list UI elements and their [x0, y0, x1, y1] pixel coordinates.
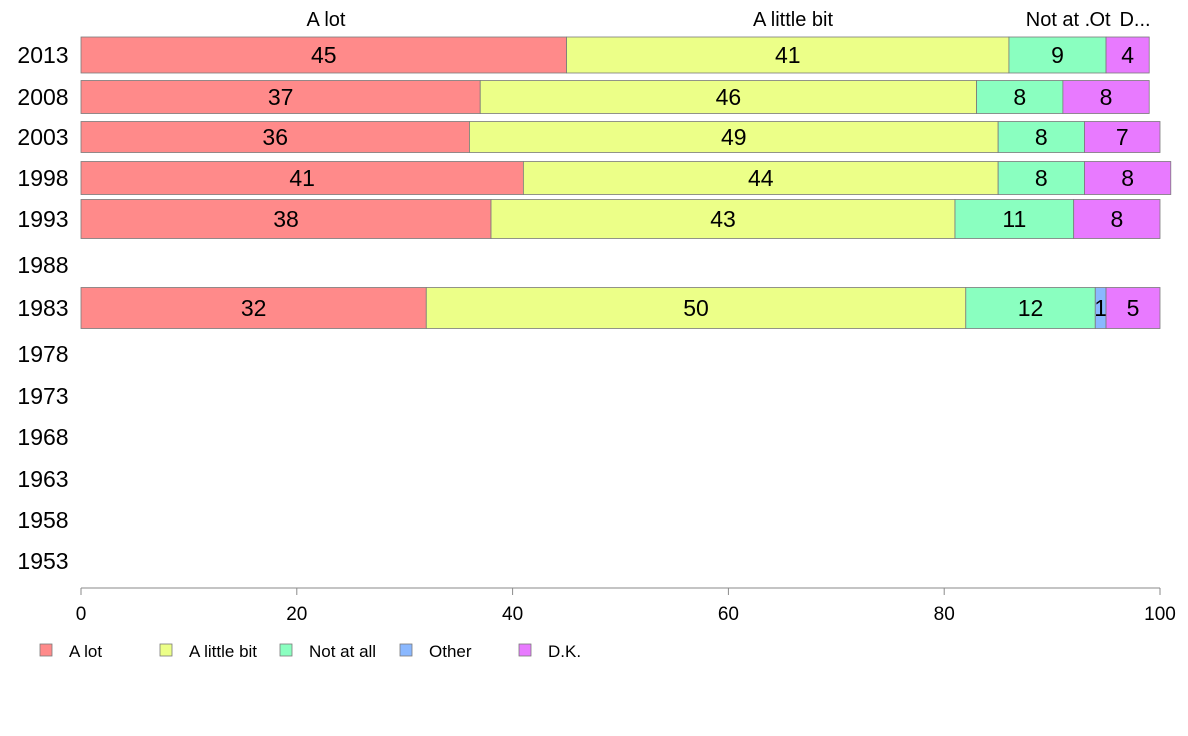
legend-label: Not at all: [309, 642, 376, 661]
bar-segment: [976, 80, 1064, 114]
data-label: 43: [710, 206, 736, 232]
x-tick-label: 0: [76, 604, 87, 625]
data-label: 7: [1116, 124, 1129, 150]
legend-label: A little bit: [189, 642, 257, 661]
year-label: 1958: [17, 507, 68, 533]
column-headers: A lot A little bit Not at . Ot D...: [307, 9, 1151, 31]
x-tick-label: 80: [934, 604, 955, 625]
bar-segment: [425, 287, 967, 329]
bar-segment: [522, 161, 999, 195]
data-label: 8: [1100, 84, 1113, 110]
column-header: Not at .: [1026, 9, 1090, 31]
data-label: 1: [1094, 295, 1107, 321]
bar-segment: [1062, 80, 1150, 114]
bar-segment: [965, 287, 1096, 329]
bar-segment: [80, 36, 567, 74]
legend-swatch: [159, 643, 173, 657]
data-label: 49: [721, 124, 747, 150]
year-label: 1978: [17, 341, 68, 367]
legend-swatch: [518, 643, 532, 657]
year-labels: 2013 2008 2003 1998 1993 1988 1983 1978 1973 1968…: [17, 42, 68, 574]
x-tick-label: 20: [286, 604, 307, 625]
data-label: 41: [775, 42, 801, 68]
bar-segment: [566, 36, 1010, 74]
legend: A lot A little bit Not at all Other D.K.: [39, 642, 581, 661]
data-label: 4: [1121, 42, 1134, 68]
year-label: 2003: [17, 124, 68, 150]
x-tick-label: 60: [718, 604, 739, 625]
data-label: 37: [268, 84, 294, 110]
year-label: 2008: [17, 84, 68, 110]
year-label: 1993: [17, 206, 68, 232]
column-header: Ot: [1089, 9, 1111, 31]
legend-label: D.K.: [548, 642, 581, 661]
bar-segment: [1105, 36, 1150, 74]
x-tick-label: 100: [1144, 604, 1176, 625]
bars: 45 41 9 437 46 8 836 49 8 741 44 8 838 43 11 832 50 12 1 5: [80, 36, 1172, 329]
data-label: 41: [289, 165, 315, 191]
bar-segment: [490, 199, 956, 239]
data-label: 45: [311, 42, 337, 68]
year-label: 1953: [17, 548, 68, 574]
legend-swatch: [279, 643, 293, 657]
data-label: 5: [1127, 295, 1140, 321]
bar-segment: [80, 121, 470, 153]
data-label: 38: [273, 206, 299, 232]
bar-segment: [1084, 121, 1161, 153]
bar-segment: [80, 287, 427, 329]
bar-segment: [80, 161, 524, 195]
data-label: 11: [1002, 206, 1026, 232]
bar-segment: [1008, 36, 1107, 74]
x-axis: 0 20 40 60 80 100: [76, 587, 1176, 625]
x-tick-label: 40: [502, 604, 523, 625]
year-label: 1998: [17, 165, 68, 191]
column-header: A lot: [307, 9, 346, 31]
data-label: 12: [1018, 295, 1044, 321]
column-header: A little bit: [753, 9, 833, 31]
bar-segment: [80, 80, 481, 114]
data-label: 8: [1121, 165, 1134, 191]
data-label: 8: [1110, 206, 1123, 232]
year-label: 1963: [17, 466, 68, 492]
data-label: 46: [716, 84, 742, 110]
bar-segment: [1105, 287, 1161, 329]
bar-segment: [1084, 161, 1172, 195]
year-label: 1988: [17, 252, 68, 278]
data-label: 8: [1035, 124, 1048, 150]
year-label: 1973: [17, 383, 68, 409]
data-label: 8: [1035, 165, 1048, 191]
year-label: 2013: [17, 42, 68, 68]
data-label: 9: [1051, 42, 1064, 68]
bar-segment: [1073, 199, 1161, 239]
bar-segment: [80, 199, 492, 239]
legend-swatch: [399, 643, 413, 657]
column-header: D...: [1119, 9, 1150, 31]
year-label: 1968: [17, 424, 68, 450]
bar-segment: [479, 80, 977, 114]
data-label: 50: [683, 295, 709, 321]
data-label: 44: [748, 165, 774, 191]
bar-segment: [469, 121, 999, 153]
bar-segment: [954, 199, 1075, 239]
legend-label: Other: [429, 642, 472, 661]
year-label: 1983: [17, 295, 68, 321]
data-label: 8: [1013, 84, 1026, 110]
legend-label: A lot: [69, 642, 102, 661]
data-label: 32: [241, 295, 267, 321]
legend-swatch: [39, 643, 53, 657]
data-label: 36: [262, 124, 288, 150]
